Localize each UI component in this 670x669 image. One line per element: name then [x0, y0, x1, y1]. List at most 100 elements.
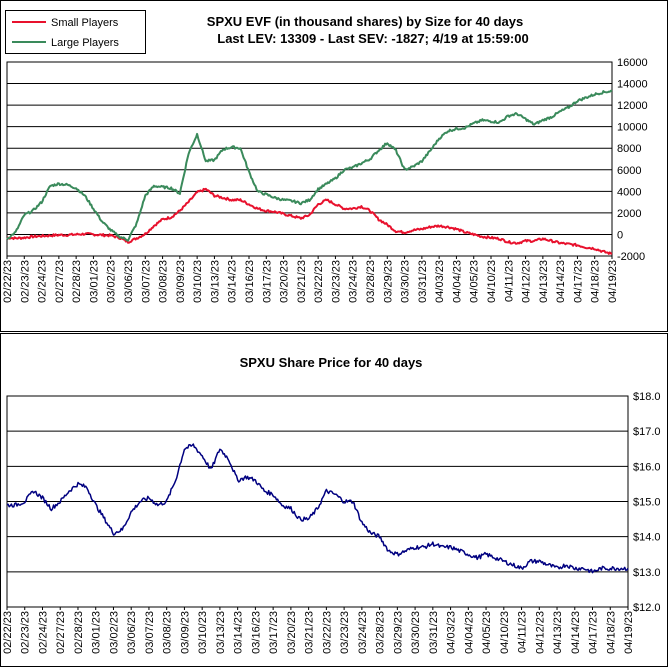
x-tick-label: 03/30/23 — [400, 260, 412, 303]
x-tick-label: 04/14/23 — [570, 611, 582, 654]
x-tick-label: 03/17/23 — [268, 611, 280, 654]
series-line-small-players — [6, 187, 613, 255]
x-tick-label: 02/24/23 — [37, 611, 49, 654]
x-tick-label: 03/09/23 — [175, 260, 187, 303]
x-tick-label: 02/23/23 — [20, 611, 32, 654]
plot-frame — [6, 61, 613, 257]
x-tick-label: 03/07/23 — [144, 611, 156, 654]
y-tick-label: $13.0 — [633, 567, 661, 579]
x-tick-label: 04/13/23 — [552, 611, 564, 654]
x-tick-label: 03/16/23 — [250, 611, 262, 654]
x-tick-label: 04/05/23 — [469, 260, 481, 303]
x-tick-label: 03/30/23 — [410, 611, 422, 654]
y-tick-label: $18.0 — [633, 391, 661, 403]
x-tick-label: 04/18/23 — [605, 611, 617, 654]
x-tick-label: 03/06/23 — [123, 260, 135, 303]
y-tick-label: 12000 — [617, 100, 648, 112]
x-tick-label: 03/31/23 — [428, 611, 440, 654]
x-tick-label: 02/22/23 — [2, 260, 14, 303]
x-tick-label: 03/13/23 — [209, 260, 221, 303]
y-tick-label: 16000 — [617, 57, 648, 69]
y-tick-label: 10000 — [617, 122, 648, 134]
y-tick-label: 8000 — [617, 143, 641, 155]
x-tick-label: 03/02/23 — [106, 260, 118, 303]
x-tick-label: 03/29/23 — [382, 260, 394, 303]
x-tick-label: 04/17/23 — [588, 611, 600, 654]
x-tick-label: 04/05/23 — [481, 611, 493, 654]
x-tick-label: 02/28/23 — [73, 611, 85, 654]
x-tick-label: 03/01/23 — [88, 260, 100, 303]
y-tick-label: 4000 — [617, 186, 641, 198]
x-tick-label: 03/22/23 — [321, 611, 333, 654]
x-tick-label: 04/04/23 — [451, 260, 463, 303]
x-tick-label: 03/28/23 — [375, 611, 387, 654]
y-tick-label: $12.0 — [633, 602, 661, 614]
x-tick-label: 04/11/23 — [517, 611, 529, 653]
x-tick-label: 03/20/23 — [279, 260, 291, 303]
x-tick-label: 03/24/23 — [357, 611, 369, 654]
x-tick-label: 04/19/23 — [607, 260, 619, 303]
x-tick-label: 02/28/23 — [71, 260, 83, 303]
x-tick-label: 03/28/23 — [365, 260, 377, 303]
x-tick-label: 02/24/23 — [37, 260, 49, 303]
evf-chart-title: SPXU EVF (in thousand shares) by Size fo… — [207, 14, 523, 29]
x-tick-label: 03/14/23 — [227, 260, 239, 303]
x-tick-label: 04/14/23 — [555, 260, 567, 303]
x-tick-label: 04/12/23 — [534, 611, 546, 654]
x-tick-label: 02/27/23 — [54, 260, 66, 303]
x-tick-label: 03/24/23 — [348, 260, 360, 303]
x-tick-label: 03/16/23 — [244, 260, 256, 303]
x-tick-label: 03/08/23 — [158, 260, 170, 303]
x-tick-label: 03/14/23 — [233, 611, 245, 654]
series-line-large-players — [6, 89, 613, 242]
x-tick-label: 03/21/23 — [304, 611, 316, 654]
x-tick-label: 04/11/23 — [503, 260, 515, 302]
evf-legend: Small Players Large Players — [5, 10, 146, 54]
evf-plot-area: -2000 0 2000 4000 6000 8000 10000 12000 14000 160… — [2, 57, 648, 303]
x-tick-label: 04/03/23 — [434, 260, 446, 303]
x-tick-label: 03/01/23 — [91, 611, 103, 654]
x-tick-label: 04/13/23 — [538, 260, 550, 303]
x-tick-label: 03/08/23 — [162, 611, 174, 654]
x-tick-label: 04/03/23 — [446, 611, 458, 654]
x-tick-label: 04/18/23 — [590, 260, 602, 303]
x-tick-label: 04/10/23 — [499, 611, 511, 654]
x-tick-label: 03/22/23 — [313, 260, 325, 303]
x-tick-label: 02/27/23 — [55, 611, 67, 654]
x-tick-label: 04/12/23 — [521, 260, 533, 303]
legend-label-small-players: Small Players — [51, 17, 119, 29]
x-tick-label: 03/17/23 — [261, 260, 273, 303]
series-line-price — [6, 443, 629, 574]
x-tick-label: 03/13/23 — [215, 611, 227, 654]
x-tick-label: 03/23/23 — [339, 611, 351, 654]
legend-label-large-players: Large Players — [51, 37, 119, 49]
y-tick-label: $16.0 — [633, 461, 661, 473]
y-tick-label: 2000 — [617, 208, 641, 220]
x-tick-label: 04/10/23 — [486, 260, 498, 303]
y-tick-label: $15.0 — [633, 497, 661, 509]
y-tick-label: 0 — [617, 229, 623, 241]
x-tick-label: 04/19/23 — [623, 611, 635, 654]
x-tick-label: 03/02/23 — [108, 611, 120, 654]
y-tick-label: -2000 — [617, 251, 645, 263]
x-tick-label: 04/04/23 — [463, 611, 475, 654]
x-tick-label: 04/17/23 — [572, 260, 584, 303]
price-chart-title: SPXU Share Price for 40 days — [240, 355, 423, 370]
x-tick-label: 03/31/23 — [417, 260, 429, 303]
x-tick-label: 03/20/23 — [286, 611, 298, 654]
evf-chart-subtitle: Last LEV: 13309 - Last SEV: -1827; 4/19 … — [217, 31, 528, 46]
x-tick-label: 02/23/23 — [19, 260, 31, 303]
x-tick-label: 03/23/23 — [330, 260, 342, 303]
x-tick-label: 03/07/23 — [140, 260, 152, 303]
x-tick-label: 03/06/23 — [126, 611, 138, 654]
y-tick-label: 6000 — [617, 165, 641, 177]
x-tick-label: 03/10/23 — [192, 260, 204, 303]
x-tick-label: 03/10/23 — [197, 611, 209, 654]
y-tick-label: 14000 — [617, 79, 648, 91]
price-plot-area: $12.0 $13.0 $14.0 $15.0 $16.0 $17.0 $18.0 02/22… — [2, 391, 661, 654]
x-tick-label: 02/22/23 — [2, 611, 14, 654]
y-tick-label: $17.0 — [633, 426, 661, 438]
x-tick-label: 03/21/23 — [296, 260, 308, 303]
y-tick-label: $14.0 — [633, 532, 661, 544]
